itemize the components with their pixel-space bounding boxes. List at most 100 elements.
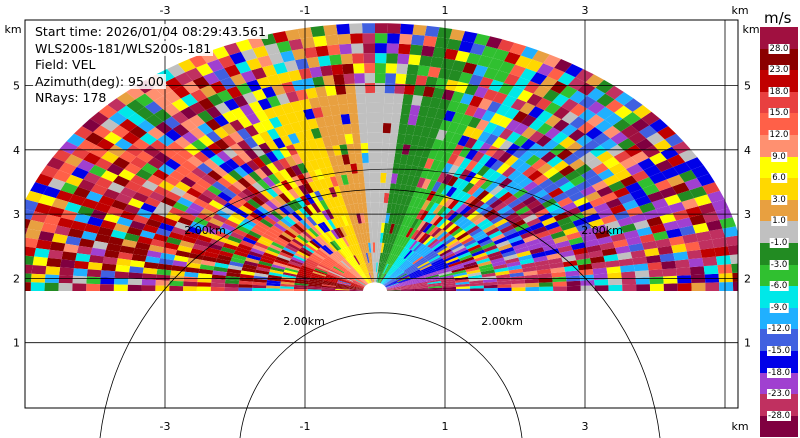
velocity-cell (310, 202, 322, 213)
velocity-cell (90, 247, 106, 257)
velocity-cell (72, 283, 87, 291)
velocity-cell (443, 197, 455, 208)
velocity-cell (55, 190, 74, 202)
velocity-cell (169, 280, 184, 287)
velocity-cell (125, 144, 144, 157)
velocity-cell (44, 282, 59, 291)
velocity-cell (505, 143, 521, 155)
velocity-cell (430, 56, 444, 68)
velocity-cell (357, 277, 367, 285)
velocity-cell (356, 243, 362, 254)
velocity-cell (115, 264, 130, 273)
velocity-cell (481, 110, 496, 122)
velocity-cell (375, 92, 385, 103)
velocity-cell (538, 282, 553, 287)
velocity-cell (240, 48, 258, 62)
velocity-cell (333, 185, 342, 197)
velocity-cell (635, 138, 654, 152)
velocity-cell (380, 252, 385, 263)
velocity-cell (346, 194, 354, 205)
velocity-cell (484, 145, 499, 157)
velocity-cell (375, 102, 385, 113)
velocity-cell (456, 286, 470, 289)
velocity-cell (133, 247, 149, 256)
velocity-cell (51, 198, 69, 210)
velocity-cell (545, 202, 562, 213)
velocity-cell (308, 181, 319, 192)
velocity-cell (341, 194, 350, 206)
velocity-cell (64, 154, 83, 167)
velocity-cell (435, 161, 447, 173)
velocity-cell (426, 179, 437, 191)
velocity-cell (424, 272, 439, 278)
velocity-cell (158, 163, 175, 176)
velocity-cell (732, 281, 738, 291)
velocity-cell (311, 253, 324, 262)
velocity-cell (417, 65, 430, 77)
velocity-cell (419, 55, 433, 67)
velocity-cell (364, 182, 371, 193)
velocity-cell (682, 233, 699, 244)
velocity-cell (339, 43, 352, 55)
velocity-cell (673, 162, 692, 175)
velocity-cell (279, 288, 294, 291)
velocity-cell (580, 285, 595, 291)
velocity-cell (664, 194, 682, 206)
velocity-cell (410, 272, 424, 279)
velocity-cell (300, 265, 315, 272)
velocity-cell (719, 217, 736, 229)
velocity-cell (349, 23, 363, 34)
velocity-cell (324, 231, 335, 242)
velocity-cell (335, 175, 344, 186)
velocity-cell (250, 227, 265, 236)
velocity-cell (589, 197, 606, 208)
velocity-cell (163, 242, 180, 251)
velocity-cell (227, 235, 243, 244)
velocity-cell (362, 274, 370, 284)
velocity-cell (272, 160, 285, 172)
velocity-cell (432, 87, 445, 99)
velocity-cell (507, 264, 523, 271)
velocity-cell (274, 208, 288, 218)
velocity-cell (174, 72, 193, 86)
velocity-cell (139, 230, 156, 239)
velocity-cell (485, 247, 500, 255)
velocity-cell (392, 269, 403, 278)
velocity-cell (447, 225, 461, 235)
velocity-cell (386, 265, 394, 275)
velocity-cell (440, 151, 453, 163)
velocity-cell (395, 274, 408, 281)
velocity-cell (578, 108, 597, 122)
velocity-cell (199, 264, 215, 271)
velocity-cell (379, 252, 383, 263)
velocity-cell (271, 83, 286, 96)
velocity-cell (244, 124, 259, 137)
velocity-cell (370, 262, 374, 273)
velocity-cell (382, 232, 387, 243)
velocity-cell (261, 233, 276, 242)
velocity-cell (327, 271, 341, 278)
velocity-cell (652, 230, 669, 241)
velocity-cell (307, 289, 322, 291)
velocity-cell (272, 261, 287, 268)
velocity-cell (347, 246, 355, 256)
velocity-cell (561, 98, 579, 112)
velocity-cell (375, 63, 386, 74)
velocity-cell (478, 98, 493, 111)
velocity-cell (252, 208, 267, 219)
velocity-cell (283, 269, 298, 275)
velocity-cell (336, 282, 351, 286)
velocity-cell (199, 84, 217, 98)
velocity-cell (293, 289, 308, 291)
y-tick-label: 5 (744, 80, 751, 93)
velocity-cell (585, 157, 603, 170)
velocity-cell (427, 238, 439, 248)
velocity-cell (355, 93, 366, 104)
velocity-cell (617, 138, 636, 151)
velocity-cell (426, 279, 441, 283)
velocity-cell (127, 284, 142, 291)
velocity-cell (637, 177, 655, 189)
velocity-cell (236, 139, 252, 152)
velocity-cell (475, 119, 490, 131)
velocity-cell (662, 268, 677, 277)
